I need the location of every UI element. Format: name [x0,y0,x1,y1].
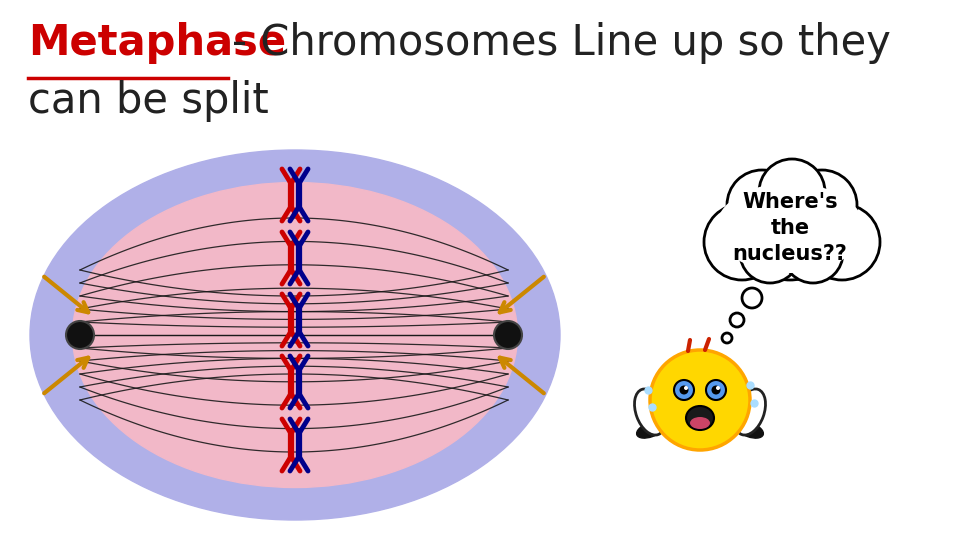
Circle shape [716,386,720,390]
Circle shape [711,386,721,395]
Ellipse shape [716,183,864,273]
Circle shape [783,223,843,283]
Ellipse shape [636,422,663,438]
Circle shape [730,313,744,327]
Text: Where's
the
nucleus??: Where's the nucleus?? [732,192,848,265]
Text: can be split: can be split [28,80,269,122]
Circle shape [742,288,762,308]
Circle shape [706,380,726,400]
Ellipse shape [723,188,857,268]
Circle shape [680,386,688,395]
Text: - Chromosomes Line up so they: - Chromosomes Line up so they [232,22,891,64]
Circle shape [787,170,857,240]
Circle shape [494,321,522,349]
Ellipse shape [734,389,765,435]
Circle shape [66,321,94,349]
Text: Metaphase: Metaphase [28,22,286,64]
Ellipse shape [736,422,763,438]
Circle shape [650,350,750,450]
Ellipse shape [30,150,560,520]
Ellipse shape [690,417,710,429]
Circle shape [684,386,688,390]
Circle shape [704,204,780,280]
Ellipse shape [686,406,714,430]
Circle shape [674,380,694,400]
Ellipse shape [73,183,517,488]
Circle shape [740,223,800,283]
Circle shape [759,159,825,225]
Ellipse shape [635,389,665,435]
Circle shape [722,333,732,343]
Circle shape [804,204,880,280]
Circle shape [727,170,797,240]
Circle shape [738,176,842,280]
